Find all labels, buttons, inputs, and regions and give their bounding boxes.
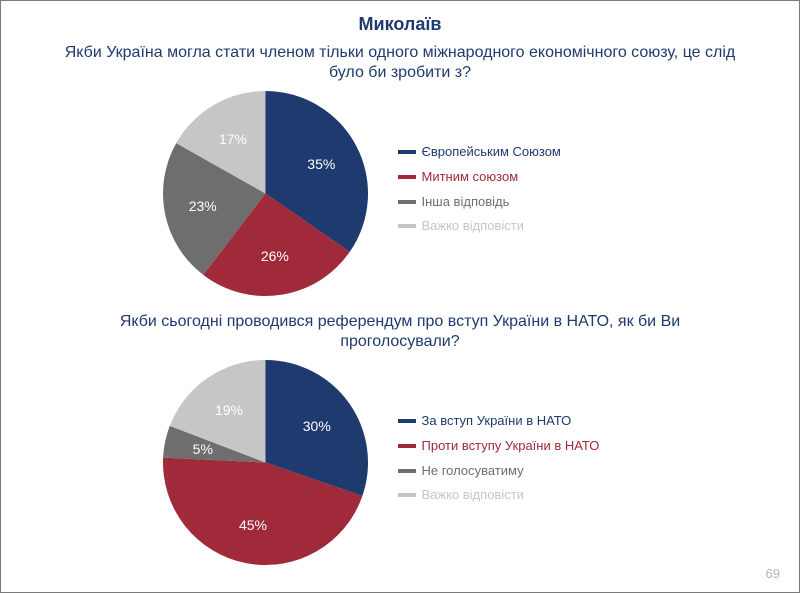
slice-pct-label: 30% [303,418,331,434]
legend-label: За вступ України в НАТО [422,413,638,430]
slice-pct-label: 19% [215,402,243,418]
legend-row: Інша відповідь [398,194,638,211]
legend-row: Європейським Союзом [398,144,638,161]
legend-row: Важко відповісти [398,218,638,235]
slice-pct-label: 23% [189,198,217,214]
chart2-question: Якби сьогодні проводився референдум про … [0,304,800,356]
legend-row: Митним союзом [398,169,638,186]
page-number: 69 [766,566,780,581]
legend-label: Не голосуватиму [422,463,638,480]
page-title: Миколаїв [0,0,800,35]
slice-pct-label: 45% [239,517,267,533]
slice-pct-label: 35% [307,156,335,172]
legend-label: Митним союзом [422,169,638,186]
legend-swatch [398,224,416,228]
slice-pct-label: 26% [261,248,289,264]
chart1-pie: 35% 26% 23% 17% [163,91,368,296]
legend-swatch [398,419,416,423]
legend-label: Важко відповісти [422,218,638,235]
legend-label: Європейським Союзом [422,144,638,161]
legend-swatch [398,175,416,179]
legend-row: Не голосуватиму [398,463,638,480]
legend-row: За вступ України в НАТО [398,413,638,430]
legend-label: Важко відповісти [422,487,638,504]
chart2-legend: За вступ України в НАТО Проти вступу Укра… [398,413,638,513]
chart1-legend: Європейським Союзом Митним союзом Інша від… [398,144,638,244]
legend-label: Інша відповідь [422,194,638,211]
chart2-pie: 30% 45% 5% 19% [163,360,368,565]
legend-swatch [398,493,416,497]
chart1-block: 35% 26% 23% 17% Європейським Союзом Митним с… [0,87,800,304]
legend-swatch [398,200,416,204]
legend-label: Проти вступу України в НАТО [422,438,638,455]
slice-pct-label: 17% [219,131,247,147]
chart2-block: 30% 45% 5% 19% За вступ України в НАТО Проти… [0,356,800,573]
chart1-question: Якби Україна могла стати членом тільки о… [0,35,800,87]
legend-swatch [398,444,416,448]
legend-swatch [398,150,416,154]
legend-row: Проти вступу України в НАТО [398,438,638,455]
slice-pct-label: 5% [193,441,213,457]
legend-row: Важко відповісти [398,487,638,504]
legend-swatch [398,469,416,473]
